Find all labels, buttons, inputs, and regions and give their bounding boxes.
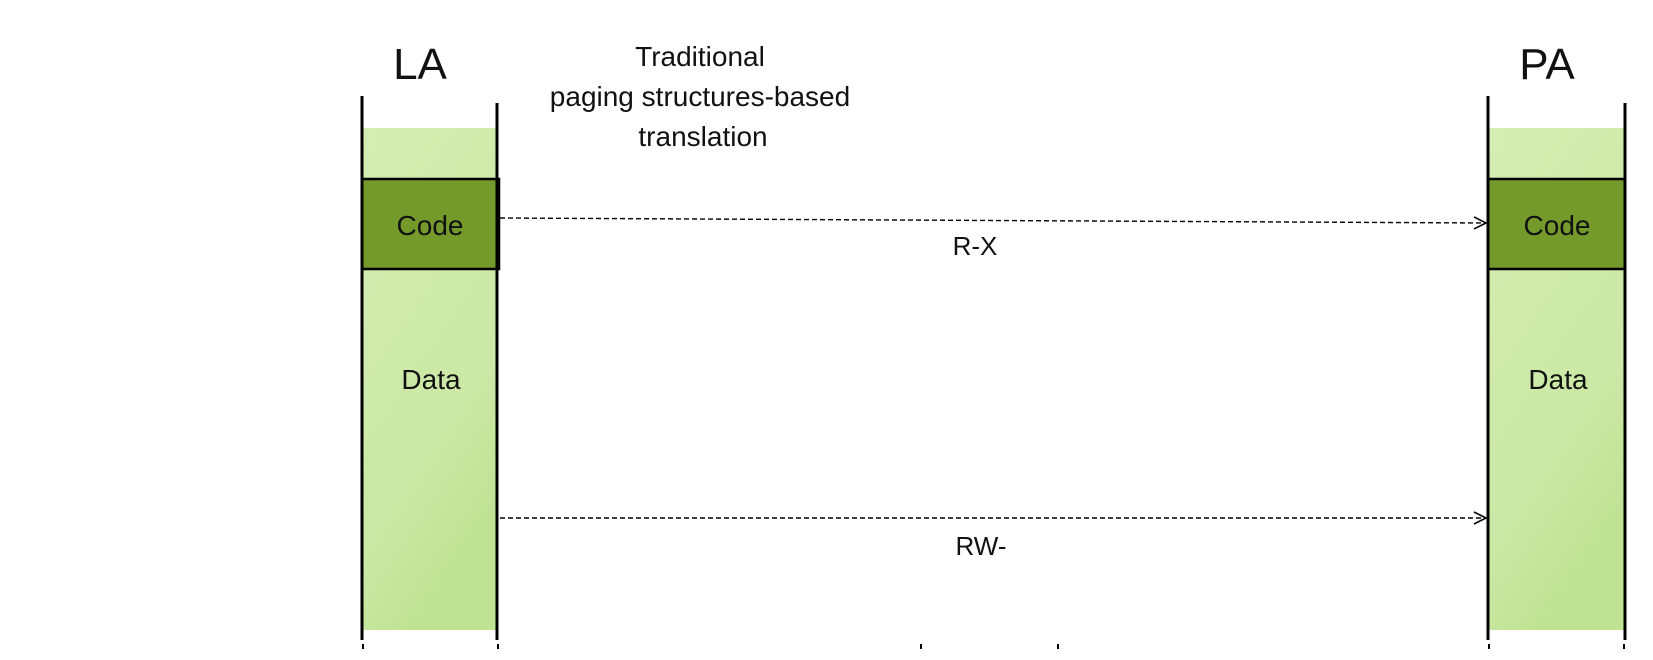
pa-heading: PA (1519, 40, 1575, 89)
pa-data-label: Data (1528, 364, 1588, 395)
bottom-tick-marks (362, 644, 1625, 649)
caption-line-1: Traditional (635, 41, 765, 72)
la-code-label: Code (397, 210, 464, 241)
pa-column: PA Code Data (1486, 40, 1627, 640)
la-heading: LA (393, 40, 447, 89)
code-mapping-arrow (499, 218, 1486, 223)
data-mapping: RW- (500, 518, 1486, 561)
la-code-block (360, 177, 501, 271)
pa-code-block (1486, 177, 1627, 271)
data-permission-label: RW- (955, 531, 1006, 561)
caption-line-3: translation (638, 121, 767, 152)
la-column: LA Code Data (360, 40, 501, 640)
pa-code-label: Code (1524, 210, 1591, 241)
caption-line-2: paging structures-based (550, 81, 850, 112)
la-data-label: Data (401, 364, 461, 395)
code-permission-label: R-X (953, 231, 998, 261)
translation-caption: Traditional paging structures-based tran… (550, 41, 850, 152)
code-mapping: R-X (499, 218, 1486, 261)
